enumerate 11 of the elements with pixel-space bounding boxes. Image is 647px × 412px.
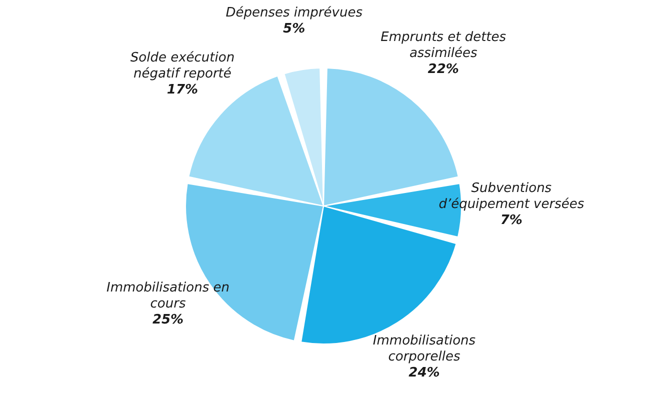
slice-label: Immobilisations corporelles xyxy=(372,334,476,365)
data-label: 17% xyxy=(166,82,198,98)
data-label: 24% xyxy=(408,366,440,381)
data-label: 25% xyxy=(152,312,184,328)
slice-label: Emprunts et dettes assimilées xyxy=(380,30,506,62)
data-label: 22% xyxy=(428,62,459,78)
slice-label: Immobilisations en cours xyxy=(106,280,230,312)
slice-label: Solde exécution négatif reporté xyxy=(130,50,235,82)
slice-label: Dépenses imprévues xyxy=(226,5,363,20)
data-label: 5% xyxy=(283,21,306,36)
data-label: 7% xyxy=(500,212,522,228)
